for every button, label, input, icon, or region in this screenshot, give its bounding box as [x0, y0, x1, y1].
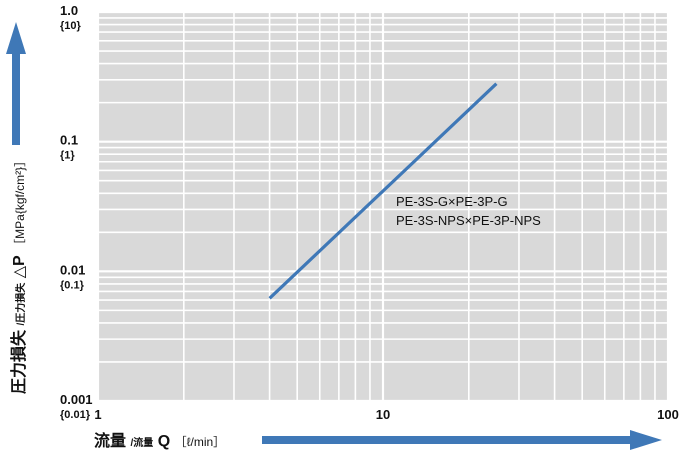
x-tick-label: 1: [94, 407, 101, 422]
x-axis-direction-arrow: [262, 430, 662, 450]
series-layer: [268, 82, 498, 300]
y-axis-title: 圧力損失 /圧力損失 △P ［MPa{kgf/cm²}］: [9, 155, 28, 394]
y-axis-title-sub: /圧力損失: [14, 282, 27, 326]
y-tick-sub-label: {0.1}: [60, 279, 85, 291]
x-tick-label: 10: [376, 407, 390, 422]
y-tick-sub-label: {1}: [60, 150, 75, 162]
x-axis-title-symbol: Q: [158, 433, 170, 450]
y-axis-title-unit: ［MPa{kgf/cm²}］: [13, 155, 27, 251]
y-axis-direction-arrow: [6, 22, 26, 145]
y-tick-label: 0.01: [60, 262, 85, 277]
y-tick-label: 1.0: [60, 3, 78, 18]
y-axis-title-symbol: △P: [11, 255, 28, 278]
series-annotation-line-1: PE-3S-G×PE-3P-G: [396, 194, 508, 209]
tick-label-layer: 1 10 100 1.0 {10} 0.1 {1} 0.01 {0.1} 0.001 {0.01}: [60, 3, 679, 422]
x-axis-title: 流量 /流量 Q ［ℓ/min］: [94, 431, 225, 450]
grid-layer: [96, 10, 670, 403]
y-tick-label: 0.1: [60, 133, 78, 148]
x-axis-title-main: 流量: [94, 431, 126, 450]
x-axis-title-unit: ［ℓ/min］: [175, 435, 226, 449]
x-axis-title-sub: /流量: [130, 436, 153, 449]
y-tick-sub-label: {10}: [60, 20, 82, 32]
x-tick-label: 100: [657, 407, 679, 422]
series-line: [268, 82, 498, 300]
y-tick-sub-label: {0.01}: [60, 409, 91, 421]
y-axis-title-main: 圧力損失: [9, 329, 28, 394]
series-annotation-line-2: PE-3S-NPS×PE-3P-NPS: [396, 213, 541, 228]
y-tick-label: 0.001: [60, 392, 93, 407]
